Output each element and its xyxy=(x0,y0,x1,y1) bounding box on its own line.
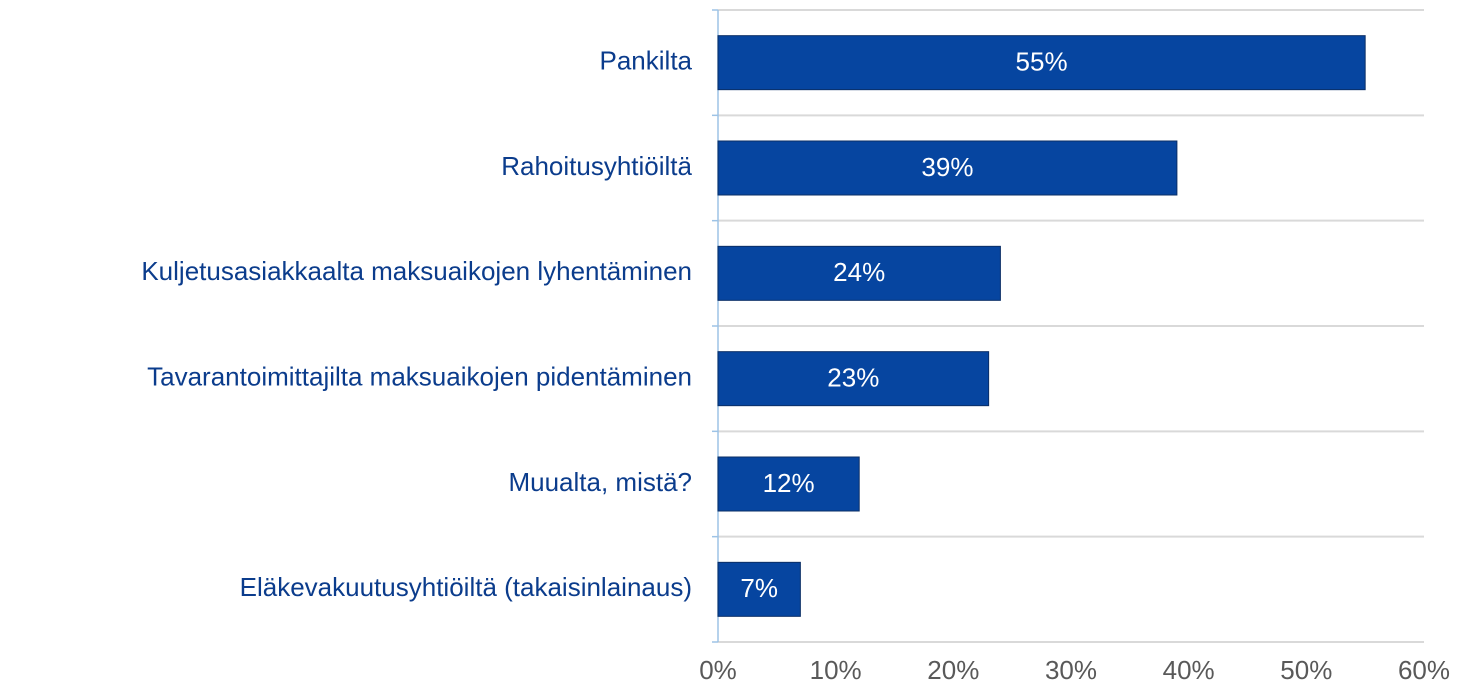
x-tick-label: 0% xyxy=(699,655,737,685)
bar xyxy=(717,456,860,512)
x-tick-label: 50% xyxy=(1280,655,1332,685)
bar xyxy=(717,245,1001,301)
bar-value-label: 39% xyxy=(921,152,973,182)
bar xyxy=(717,561,801,617)
bar-value-label: 23% xyxy=(827,363,879,393)
x-tick-label: 10% xyxy=(810,655,862,685)
x-tick-label: 20% xyxy=(927,655,979,685)
y-tick-label: Tavarantoimittajilta maksuaikojen pident… xyxy=(147,362,692,392)
y-tick-label: Eläkevakuutusyhtiöiltä (takaisinlainaus) xyxy=(240,572,692,602)
bar-value-label: 12% xyxy=(763,468,815,498)
x-tick-label: 60% xyxy=(1398,655,1450,685)
y-tick-label: Kuljetusasiakkaalta maksuaikojen lyhentä… xyxy=(141,256,692,286)
bar xyxy=(717,35,1366,91)
y-tick-label: Muualta, mistä? xyxy=(508,467,692,497)
x-tick-label: 40% xyxy=(1163,655,1215,685)
y-tick-label: Pankilta xyxy=(600,46,693,76)
bar xyxy=(717,351,990,407)
bar-value-label: 55% xyxy=(1016,47,1068,77)
x-tick-label: 30% xyxy=(1045,655,1097,685)
bar-value-label: 24% xyxy=(833,257,885,287)
y-tick-label: Rahoitusyhtiöiltä xyxy=(501,151,692,181)
bar-value-label: 7% xyxy=(740,573,778,603)
bar xyxy=(717,140,1178,196)
